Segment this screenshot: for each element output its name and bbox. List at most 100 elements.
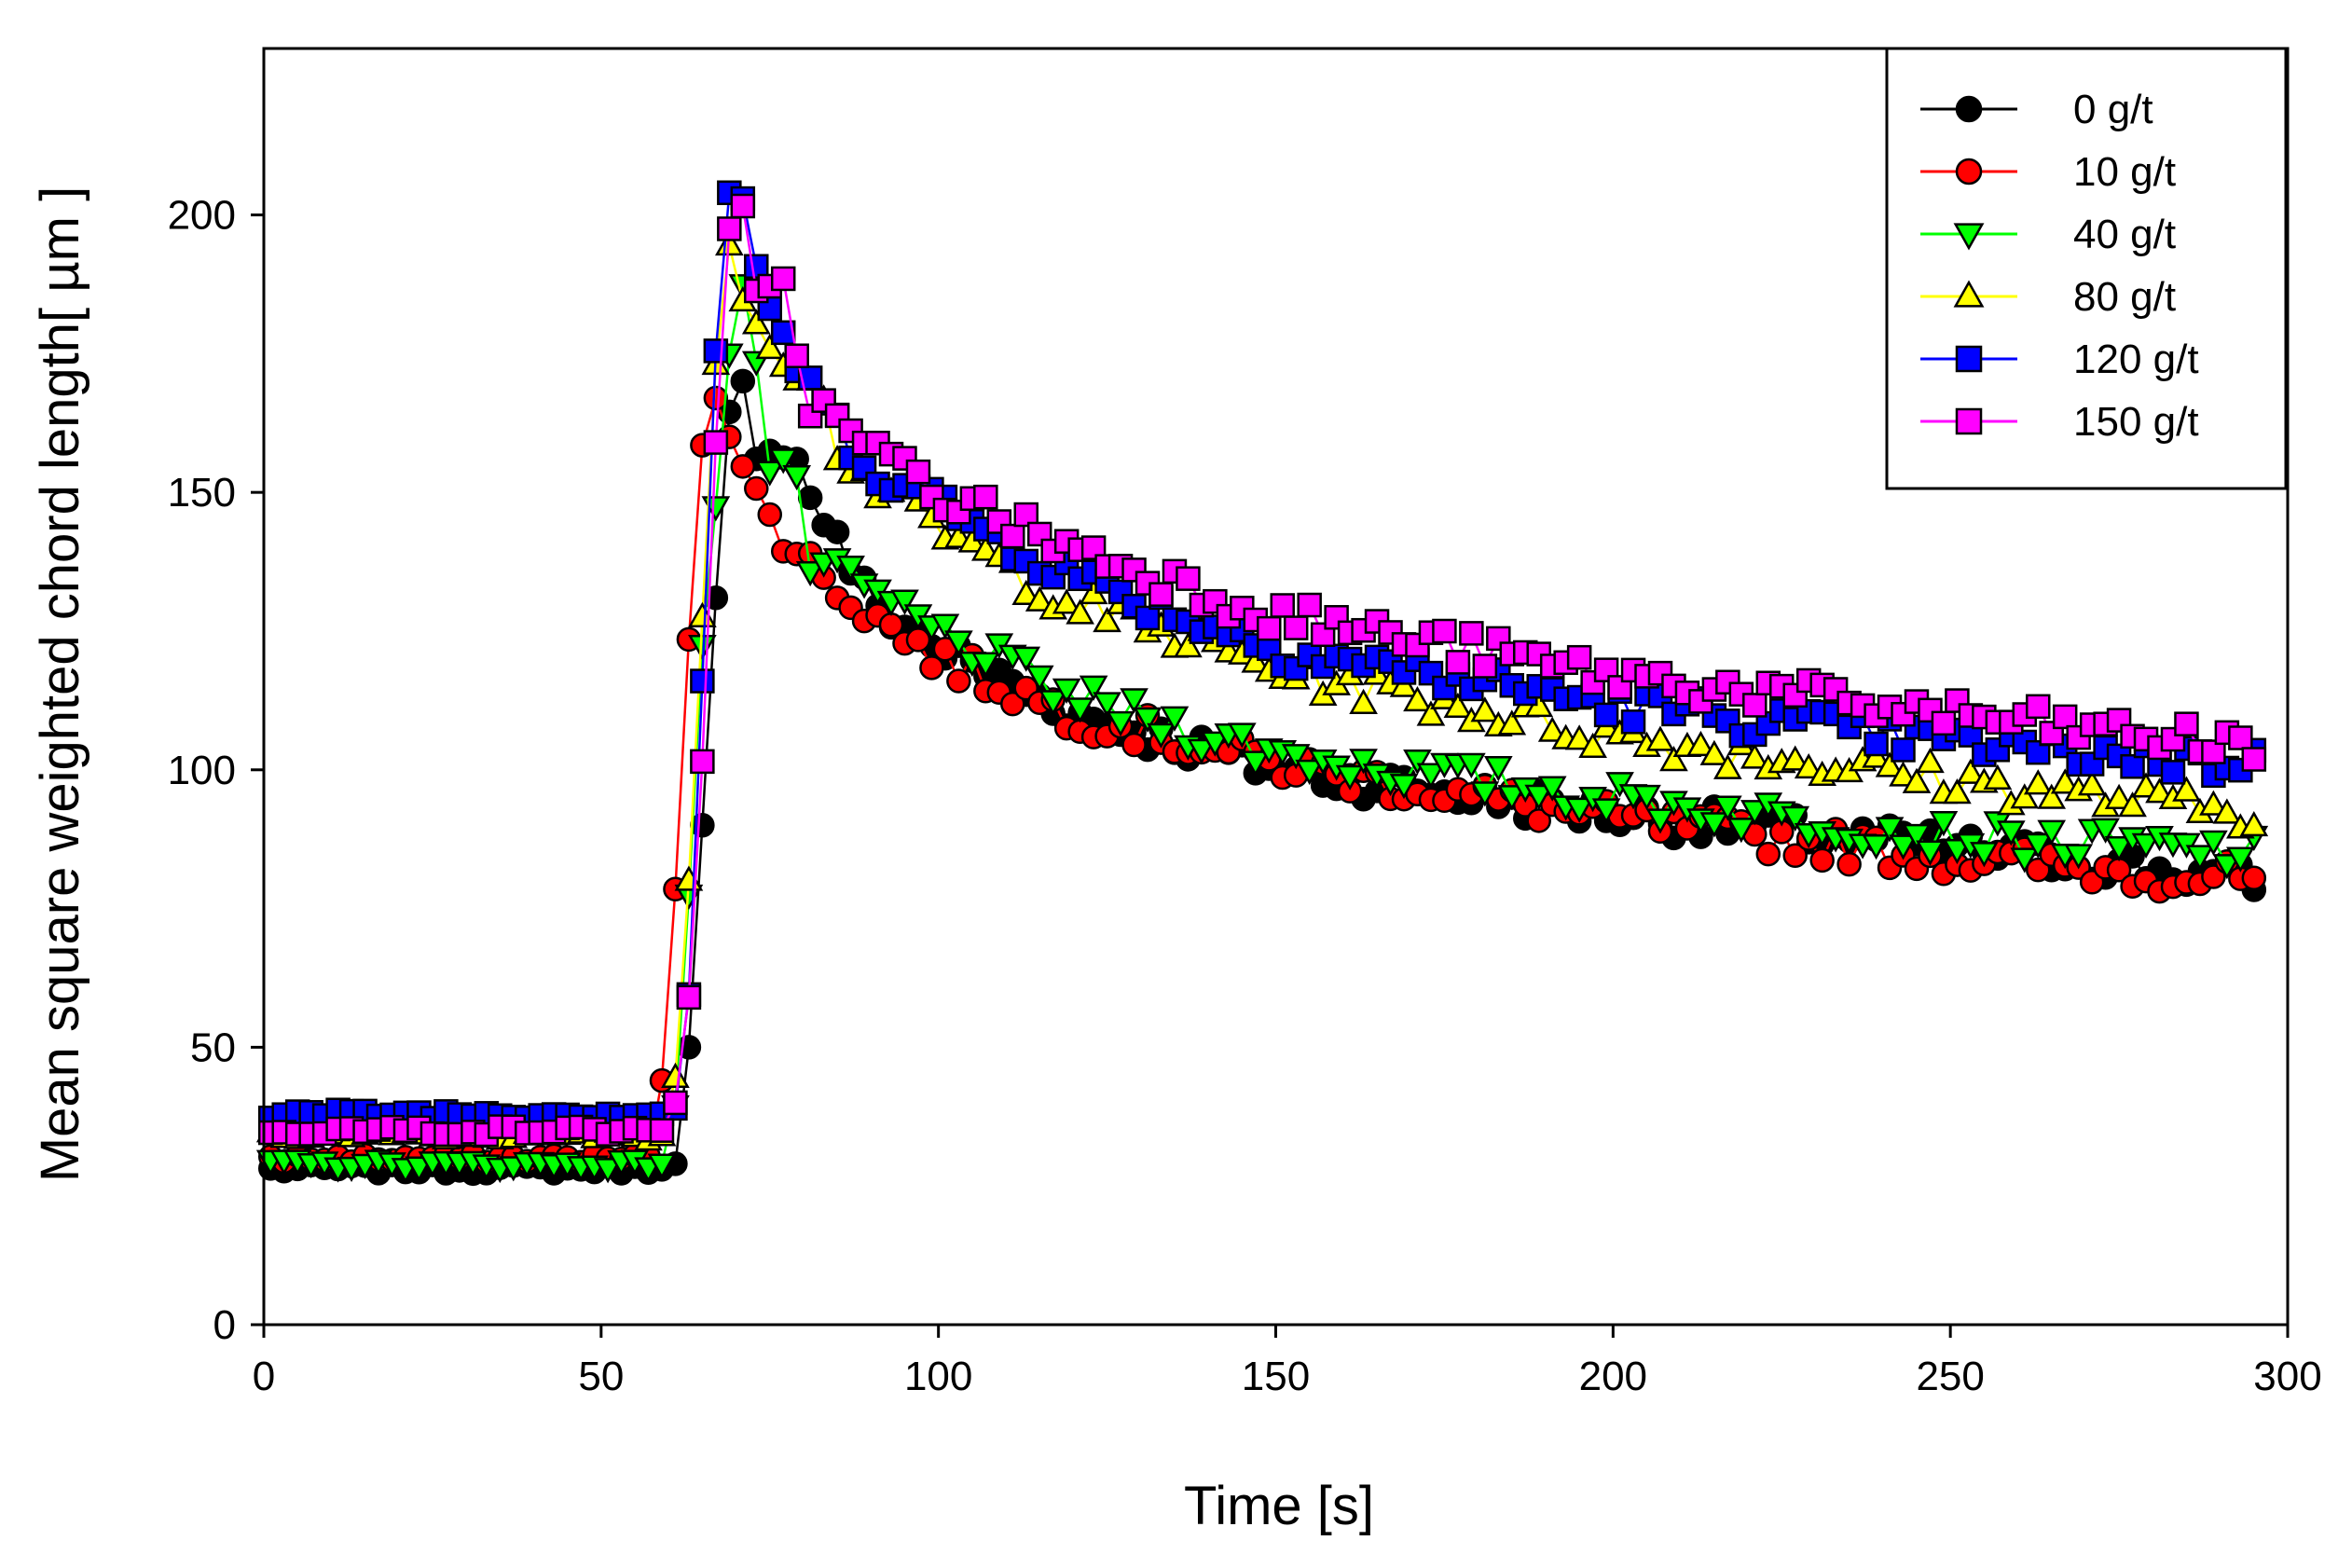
data-point: [757, 502, 782, 528]
data-point: [2010, 847, 2040, 873]
data-point: [1877, 695, 1903, 720]
data-point: [744, 475, 769, 502]
data-point: [1403, 749, 1432, 776]
data-point: [703, 385, 729, 411]
data-point: [1931, 710, 1957, 736]
data-point: [1632, 784, 1661, 811]
legend-marker: [1955, 95, 1983, 123]
data-point: [1781, 745, 1810, 771]
data-point: [2160, 726, 2186, 752]
data-point: [1483, 756, 1513, 782]
data-point: [2077, 770, 2107, 796]
data-point: [905, 627, 931, 653]
data-point: [1781, 805, 1810, 832]
data-point: [1038, 690, 1068, 716]
data-point: [905, 459, 931, 485]
series-80-g-t: [255, 229, 2269, 1151]
data-point: [1605, 772, 1634, 798]
data-point: [1713, 753, 1742, 779]
legend-label: 10 g/t: [2073, 149, 2176, 195]
data-point: [1943, 778, 1972, 805]
data-point: [2160, 760, 2186, 785]
data-point: [593, 1158, 623, 1184]
data-point: [1403, 685, 1432, 712]
data-point: [1257, 615, 1282, 641]
data-point: [2185, 845, 2215, 871]
data-point: [1836, 851, 1862, 877]
y-tick-label: 0: [213, 1302, 236, 1348]
data-point: [2091, 818, 2120, 844]
data-point: [1349, 749, 1378, 775]
data-point: [1809, 847, 1835, 873]
y-axis-label: Mean square weighted chord length[ µm ]: [30, 186, 90, 1182]
data-point: [1645, 725, 1675, 751]
data-point: [1566, 644, 1592, 670]
x-tick-label: 50: [578, 1354, 624, 1399]
data-point: [1472, 653, 1498, 679]
series-40-g-t: [255, 274, 2269, 1184]
data-point: [1740, 800, 1769, 826]
data-point: [661, 1062, 690, 1088]
data-point: [1201, 731, 1230, 757]
data-point: [986, 509, 1012, 534]
data-point: [2199, 830, 2228, 856]
data-point: [824, 519, 850, 544]
data-point: [892, 446, 917, 471]
data-point: [1281, 744, 1311, 770]
data-point: [1052, 588, 1081, 614]
data-point: [1983, 763, 2013, 790]
data-point: [1742, 693, 1767, 718]
legend-marker: [1955, 345, 1983, 373]
x-tick-label: 0: [253, 1354, 275, 1399]
data-point: [970, 535, 1000, 561]
data-point: [1564, 797, 1594, 823]
data-point: [1324, 605, 1349, 630]
data-point: [1160, 706, 1190, 732]
data-point: [2120, 754, 2145, 779]
axes-layer: 0 50 100 150 200 250 300 0 50 100 150 200: [168, 193, 2322, 1399]
data-point: [1970, 842, 1999, 868]
data-point: [930, 613, 960, 640]
legend: 0 g/t 10 g/t 40 g/t 80 g/t 120 g/t 150 g/t: [1885, 47, 2288, 490]
data-point: [784, 343, 809, 368]
data-point: [663, 1090, 688, 1116]
data-point: [1416, 700, 1446, 726]
data-point: [717, 216, 742, 241]
data-point: [2145, 777, 2174, 804]
data-point: [1578, 732, 1607, 759]
data-point: [1864, 731, 1889, 757]
data-point: [1270, 593, 1295, 618]
data-point: [1889, 834, 1918, 860]
data-point: [1956, 758, 1986, 784]
legend-label: 0 g/t: [2073, 87, 2153, 132]
data-point: [797, 485, 823, 511]
data-point: [1891, 701, 1916, 727]
data-point: [1445, 650, 1471, 675]
legend-marker: [1955, 158, 1983, 186]
data-point: [1148, 582, 1174, 607]
data-point: [1093, 606, 1121, 633]
x-axis-label: Time [s]: [1184, 1476, 1374, 1536]
data-point: [647, 1153, 677, 1179]
legend-label: 80 g/t: [2073, 274, 2176, 320]
data-point: [1929, 811, 1959, 837]
data-point: [1891, 737, 1916, 763]
data-point: [1782, 843, 1808, 868]
legend-marker: [1955, 407, 1983, 435]
data-point: [1432, 618, 1457, 644]
x-tick-label: 150: [1242, 1354, 1310, 1399]
data-point: [1889, 761, 1918, 787]
data-point: [1564, 724, 1594, 750]
data-point: [768, 448, 798, 475]
data-point: [2104, 836, 2134, 862]
x-tick-label: 250: [1916, 1354, 1984, 1399]
x-tick-label: 300: [2253, 1354, 2321, 1399]
data-point: [1699, 739, 1729, 765]
data-point: [1537, 716, 1567, 742]
data-point: [2025, 694, 2051, 720]
data-point: [1902, 767, 1932, 793]
data-point: [2037, 783, 2067, 809]
legend-label: 40 g/t: [2073, 212, 2176, 257]
data-point: [2037, 819, 2067, 846]
